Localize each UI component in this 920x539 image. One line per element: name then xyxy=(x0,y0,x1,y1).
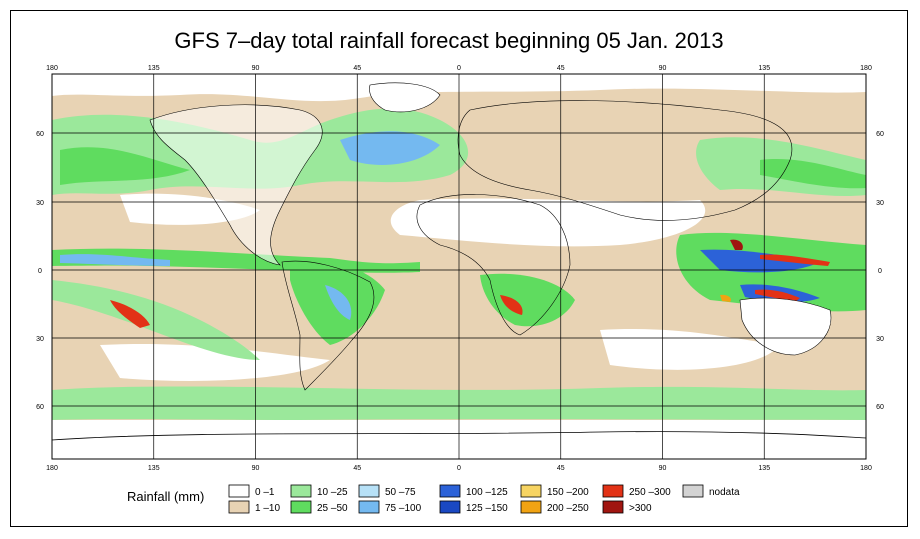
latitude-tick-label: 60 xyxy=(876,404,884,411)
mozambique-extreme xyxy=(500,295,523,315)
legend-swatch xyxy=(358,500,380,514)
legend-label: 50 –75 xyxy=(385,487,416,498)
longitude-tick-label: 45 xyxy=(557,465,565,472)
nw-pacific-band xyxy=(760,158,866,189)
legend-swatch xyxy=(602,484,624,498)
legend-swatch xyxy=(439,500,461,514)
legend-swatch xyxy=(602,500,624,514)
latitude-tick-label: 30 xyxy=(36,336,44,343)
longitude-tick-label: 135 xyxy=(148,465,160,472)
latitude-ticks-right: 60 30 0 30 60 xyxy=(876,131,884,411)
north-atlantic-heavy xyxy=(340,131,440,165)
spcz-extreme xyxy=(110,300,150,328)
itcz-heavy xyxy=(60,254,170,266)
latitude-tick-label: 0 xyxy=(38,268,42,275)
north-pacific-band xyxy=(60,147,190,185)
eurasia-outline xyxy=(457,100,793,221)
map-border xyxy=(51,73,867,460)
south-america-outline xyxy=(281,260,375,391)
longitude-tick-label: 0 xyxy=(457,65,461,72)
map-title: GFS 7–day total rainfall forecast beginn… xyxy=(174,28,724,53)
longitude-tick-label: 180 xyxy=(46,465,58,472)
latitude-tick-label: 60 xyxy=(876,131,884,138)
longitude-ticks-top: 180 135 90 45 0 45 90 135 180 xyxy=(46,65,872,72)
longitude-tick-label: 90 xyxy=(252,65,260,72)
legend-swatch xyxy=(520,500,542,514)
longitude-tick-label: 90 xyxy=(659,465,667,472)
legend-swatch xyxy=(228,484,250,498)
legend-title: Rainfall (mm) xyxy=(127,489,204,504)
longitude-tick-label: 135 xyxy=(758,465,770,472)
spcz-rain xyxy=(52,280,260,360)
longitude-tick-label: 180 xyxy=(860,65,872,72)
lat-lon-grid xyxy=(52,74,866,459)
legend-label: 125 –150 xyxy=(466,503,508,514)
south-pacific-dry xyxy=(100,343,330,381)
longitude-tick-label: 135 xyxy=(758,65,770,72)
africa-outline xyxy=(416,194,571,336)
legend-swatch xyxy=(682,484,704,498)
legend-label: 250 –300 xyxy=(629,487,671,498)
latitude-tick-label: 30 xyxy=(876,200,884,207)
longitude-tick-label: 90 xyxy=(252,465,260,472)
legend-swatch xyxy=(520,484,542,498)
southern-africa-rain xyxy=(480,273,575,327)
longitude-tick-label: 0 xyxy=(457,465,461,472)
brazil-heavy xyxy=(325,285,352,320)
longitude-tick-label: 180 xyxy=(860,465,872,472)
legend-label: 150 –200 xyxy=(547,487,589,498)
sahara-arabia-dry xyxy=(390,198,706,247)
legend-label: nodata xyxy=(709,487,740,498)
longitude-tick-label: 45 xyxy=(353,65,361,72)
north-america-outline xyxy=(149,104,323,266)
longitude-tick-label: 45 xyxy=(353,465,361,472)
legend-label: 0 –1 xyxy=(255,487,275,498)
legend-label: 1 –10 xyxy=(255,503,280,514)
latitude-tick-label: 60 xyxy=(36,404,44,411)
legend-label: 25 –50 xyxy=(317,503,348,514)
java-orange xyxy=(720,294,731,302)
legend-label: 10 –25 xyxy=(317,487,348,498)
legend-label: 100 –125 xyxy=(466,487,508,498)
legend-swatch xyxy=(439,484,461,498)
figure-frame xyxy=(10,10,908,527)
greenland-outline xyxy=(369,82,441,113)
legend-swatch xyxy=(228,500,250,514)
map-surface xyxy=(52,74,866,459)
antarctica-coastline xyxy=(52,431,866,441)
legend-swatch xyxy=(358,484,380,498)
legend-label: 200 –250 xyxy=(547,503,589,514)
latitude-tick-label: 60 xyxy=(36,131,44,138)
longitude-ticks-bottom: 180 135 90 45 0 45 90 135 180 xyxy=(46,465,872,472)
longitude-tick-label: 180 xyxy=(46,65,58,72)
legend-swatch xyxy=(290,484,312,498)
legend-swatch xyxy=(290,500,312,514)
rainfall-legend: Rainfall (mm) 0 –1 1 –10 10 –25 25 –50 50 –7… xyxy=(127,484,740,514)
longitude-tick-label: 90 xyxy=(659,65,667,72)
latitude-tick-label: 30 xyxy=(36,200,44,207)
south-indian-dry xyxy=(600,328,780,370)
maritime-very-heavy xyxy=(700,249,820,273)
legend-label: >300 xyxy=(629,503,652,514)
latitude-ticks-left: 60 30 0 30 60 xyxy=(36,131,44,411)
timor-extreme xyxy=(755,289,800,302)
longitude-tick-label: 135 xyxy=(148,65,160,72)
legend-label: 75 –100 xyxy=(385,503,422,514)
latitude-tick-label: 30 xyxy=(876,336,884,343)
maritime-extreme-north xyxy=(760,254,830,266)
philippines-extreme xyxy=(730,239,743,250)
longitude-tick-label: 45 xyxy=(557,65,565,72)
latitude-tick-label: 0 xyxy=(878,268,882,275)
